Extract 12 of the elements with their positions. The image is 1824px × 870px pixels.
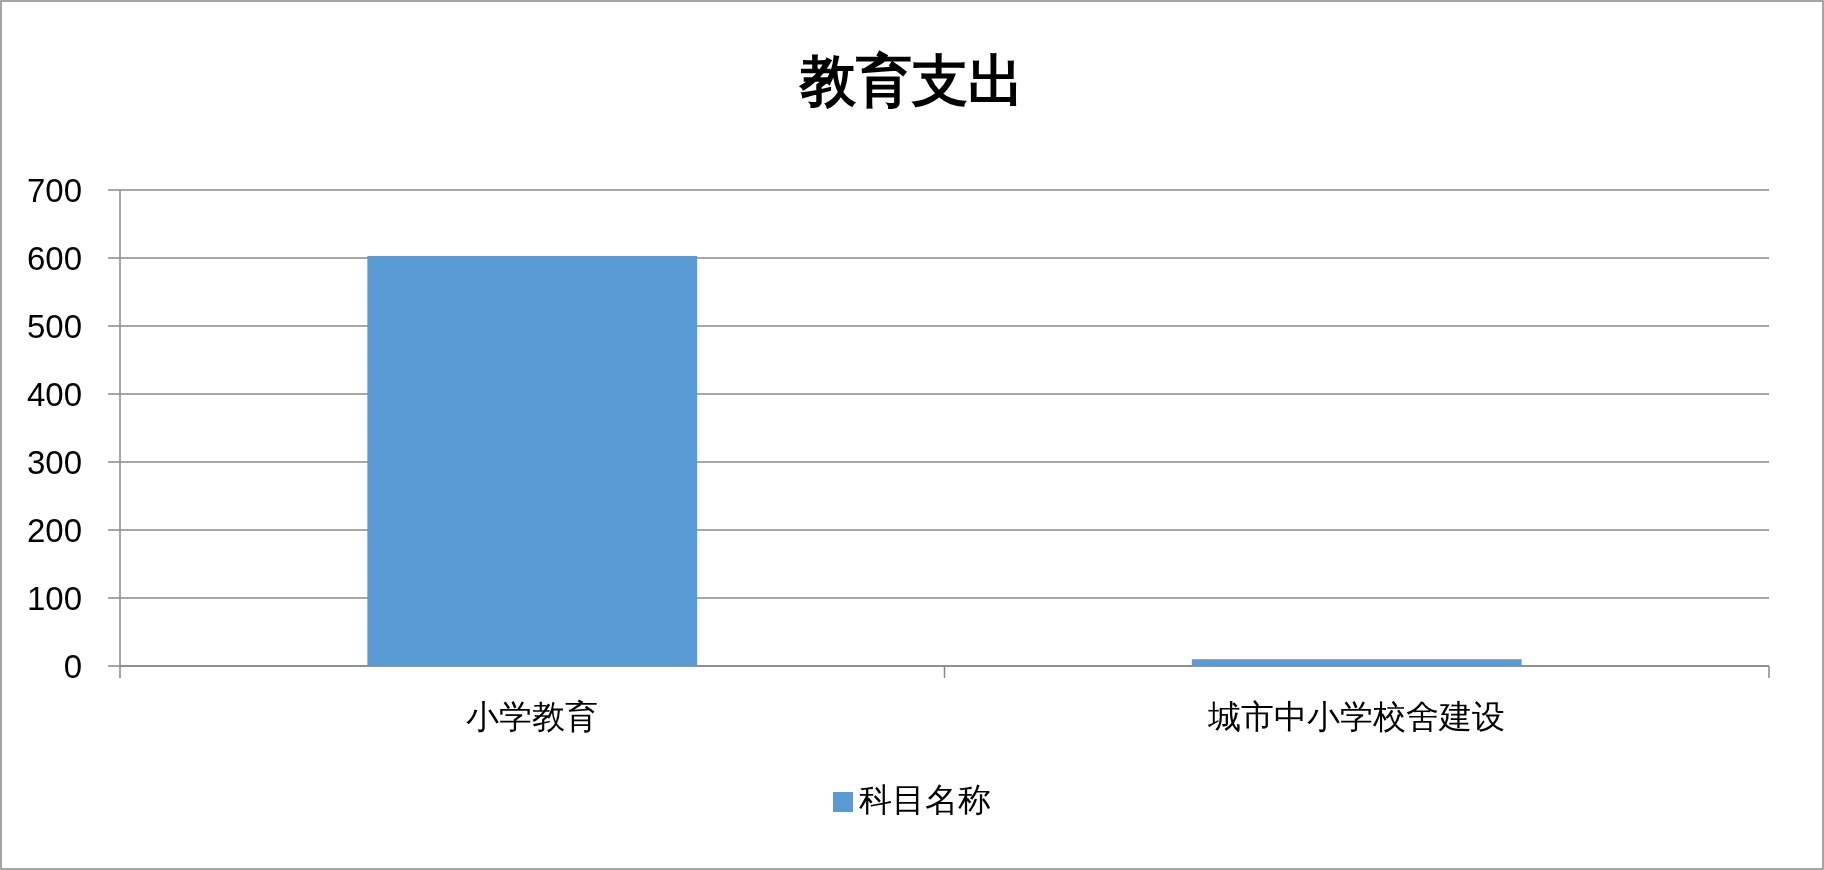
y-tick-label: 700 <box>26 172 82 209</box>
y-tick-label: 300 <box>26 444 82 481</box>
y-tick-label: 400 <box>26 376 82 413</box>
y-tick-label: 500 <box>26 308 82 345</box>
x-tick-label: 小学教育 <box>466 698 599 735</box>
chart-title: 教育支出 <box>798 49 1024 112</box>
y-tick-label: 200 <box>26 512 82 549</box>
y-tick-label: 600 <box>26 240 82 277</box>
legend-label: 科目名称 <box>859 781 991 818</box>
y-tick-label: 100 <box>26 580 82 617</box>
x-tick-label: 城市中小学校舍建设 <box>1207 698 1506 735</box>
y-tick-label: 0 <box>63 648 82 685</box>
